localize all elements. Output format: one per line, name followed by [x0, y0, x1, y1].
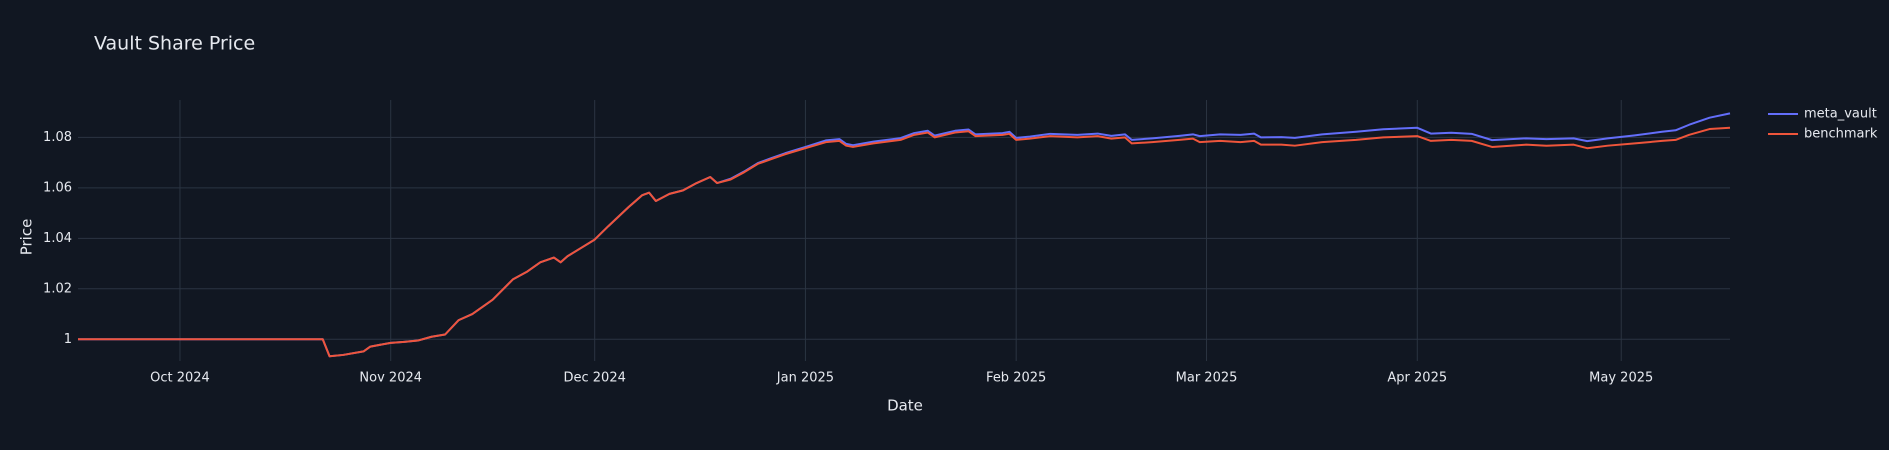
x-tick-label: Nov 2024 [359, 371, 422, 386]
x-tick-label: Apr 2025 [1387, 371, 1447, 386]
y-tick-label: 1.08 [43, 130, 72, 145]
legend-label: meta_vault [1804, 107, 1877, 122]
x-tick-label: Dec 2024 [563, 371, 625, 386]
x-tick-label: Oct 2024 [150, 371, 210, 386]
y-tick-label: 1.06 [43, 180, 72, 195]
y-axis-title: Price [18, 219, 36, 256]
x-axis-title: Date [887, 397, 923, 415]
x-tick-label: May 2025 [1589, 371, 1653, 386]
chart-title: Vault Share Price [94, 33, 255, 55]
legend-label: benchmark [1804, 127, 1878, 142]
series-line [78, 126, 1731, 358]
y-tick-label: 1.04 [43, 231, 72, 246]
x-tick-label: Feb 2025 [986, 371, 1046, 386]
y-tick-label: 1 [64, 332, 72, 347]
y-tick-label: 1.02 [43, 281, 72, 296]
series-line [78, 112, 1731, 358]
x-tick-label: Mar 2025 [1176, 371, 1238, 386]
x-tick-label: Jan 2025 [776, 371, 834, 386]
